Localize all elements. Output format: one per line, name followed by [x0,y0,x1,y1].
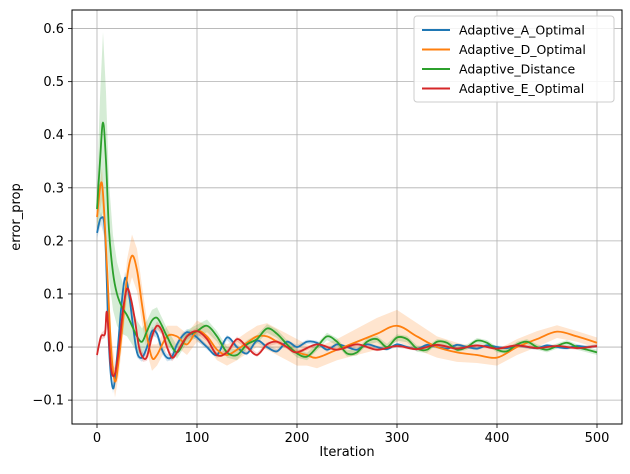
axis-ticks: 0 100 200 300 400 500 −0.1 0.0 0.1 0.2 0.3 0.4 0.5 0.… [32,22,609,446]
y-tick-label: 0.6 [43,22,64,37]
band-adaptive-d-optimal [97,167,597,398]
series-line-adaptive-d-optimal [96,181,598,383]
x-tick-label: 0 [93,431,101,446]
x-tick-label: 400 [485,431,510,446]
y-tick-label: 0.0 [43,341,64,356]
y-tick-label: −0.1 [32,394,64,409]
x-tick-label: 300 [385,431,410,446]
legend: Adaptive_A_Optimal Adaptive_D_Optimal Adap… [413,15,615,103]
y-tick-label: 0.3 [43,181,64,196]
x-tick-label: 500 [585,431,610,446]
y-tick-label: 0.2 [43,234,64,249]
series-line-adaptive-e-optimal [96,287,598,378]
x-tick-label: 200 [285,431,310,446]
plot-frame [71,9,623,425]
series-lines [96,121,598,390]
x-axis-label: Iteration [319,445,374,460]
band-adaptive-distance [97,32,597,361]
y-tick-label: 0.1 [43,287,64,302]
legend-label-adaptive-a-optimal: Adaptive_A_Optimal [459,23,585,38]
legend-label-adaptive-e-optimal: Adaptive_E_Optimal [459,81,584,96]
legend-label-adaptive-d-optimal: Adaptive_D_Optimal [459,42,586,57]
legend-label-adaptive-distance: Adaptive_Distance [459,62,576,77]
y-tick-label: 0.4 [43,128,64,143]
legend-box [413,15,615,103]
series-line-adaptive-distance [96,121,598,358]
y-tick-label: 0.5 [43,75,64,90]
y-axis-label: error_prop [9,183,24,251]
grid-lines [72,10,622,424]
x-tick-label: 100 [185,431,210,446]
